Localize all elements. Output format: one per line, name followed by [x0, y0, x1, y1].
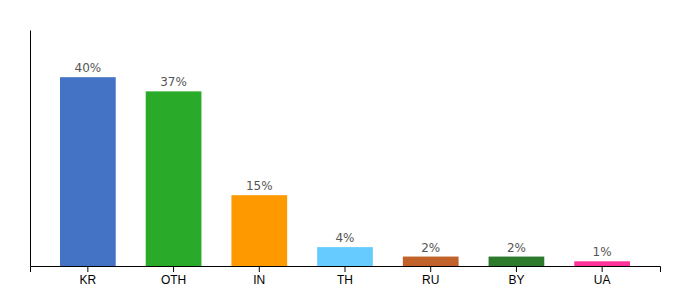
- x-tick-label: UA: [594, 273, 611, 287]
- x-tick: KR: [80, 266, 97, 287]
- x-tick-mark: [430, 266, 431, 272]
- chart-svg: KR OTH IN TH RU BY UA 40% 37% 15% 4% 2% 2% 1%: [0, 0, 680, 300]
- x-tick-mark: [173, 266, 174, 272]
- data-label: 2%: [507, 241, 526, 255]
- x-tick: RU: [422, 266, 439, 287]
- bar: [317, 247, 373, 266]
- bar: [60, 77, 116, 266]
- x-tick-label: OTH: [161, 273, 186, 287]
- x-tick-mark: [516, 266, 517, 272]
- plot-area: KR OTH IN TH RU BY UA 40% 37% 15% 4% 2% 2% 1%: [31, 31, 661, 287]
- y-axis: [30, 31, 31, 267]
- x-tick: UA: [594, 266, 611, 287]
- data-label: 2%: [421, 241, 440, 255]
- y-axis-line: [30, 31, 31, 267]
- x-tick: BY: [508, 266, 524, 287]
- data-label: 4%: [335, 231, 354, 245]
- x-tick-label: BY: [508, 273, 524, 287]
- x-tick-label: TH: [337, 273, 353, 287]
- bar: [146, 91, 202, 266]
- bar: [489, 257, 545, 266]
- x-tick: OTH: [161, 266, 186, 287]
- data-label: 37%: [160, 75, 187, 89]
- chart-container: KR OTH IN TH RU BY UA 40% 37% 15% 4% 2% 2% 1%: [0, 0, 680, 300]
- data-labels: 40% 37% 15% 4% 2% 2% 1%: [75, 61, 612, 259]
- bar: [231, 195, 287, 266]
- x-tick-label: IN: [253, 273, 265, 287]
- bar: [403, 257, 459, 266]
- x-tick-label: RU: [422, 273, 439, 287]
- x-axis: KR OTH IN TH RU BY UA: [31, 266, 661, 287]
- x-tick-mark: [345, 266, 346, 272]
- x-tick-mark: [87, 266, 88, 272]
- data-label: 1%: [593, 245, 612, 259]
- bar: [574, 261, 630, 266]
- x-tick-label: KR: [80, 273, 97, 287]
- x-tick: IN: [253, 266, 265, 287]
- data-label: 40%: [75, 61, 102, 75]
- x-tick: TH: [337, 266, 353, 287]
- x-tick-mark: [259, 266, 260, 272]
- x-axis-line: [31, 267, 661, 273]
- bars: [60, 77, 630, 266]
- x-tick-mark: [602, 266, 603, 272]
- data-label: 15%: [246, 179, 273, 193]
